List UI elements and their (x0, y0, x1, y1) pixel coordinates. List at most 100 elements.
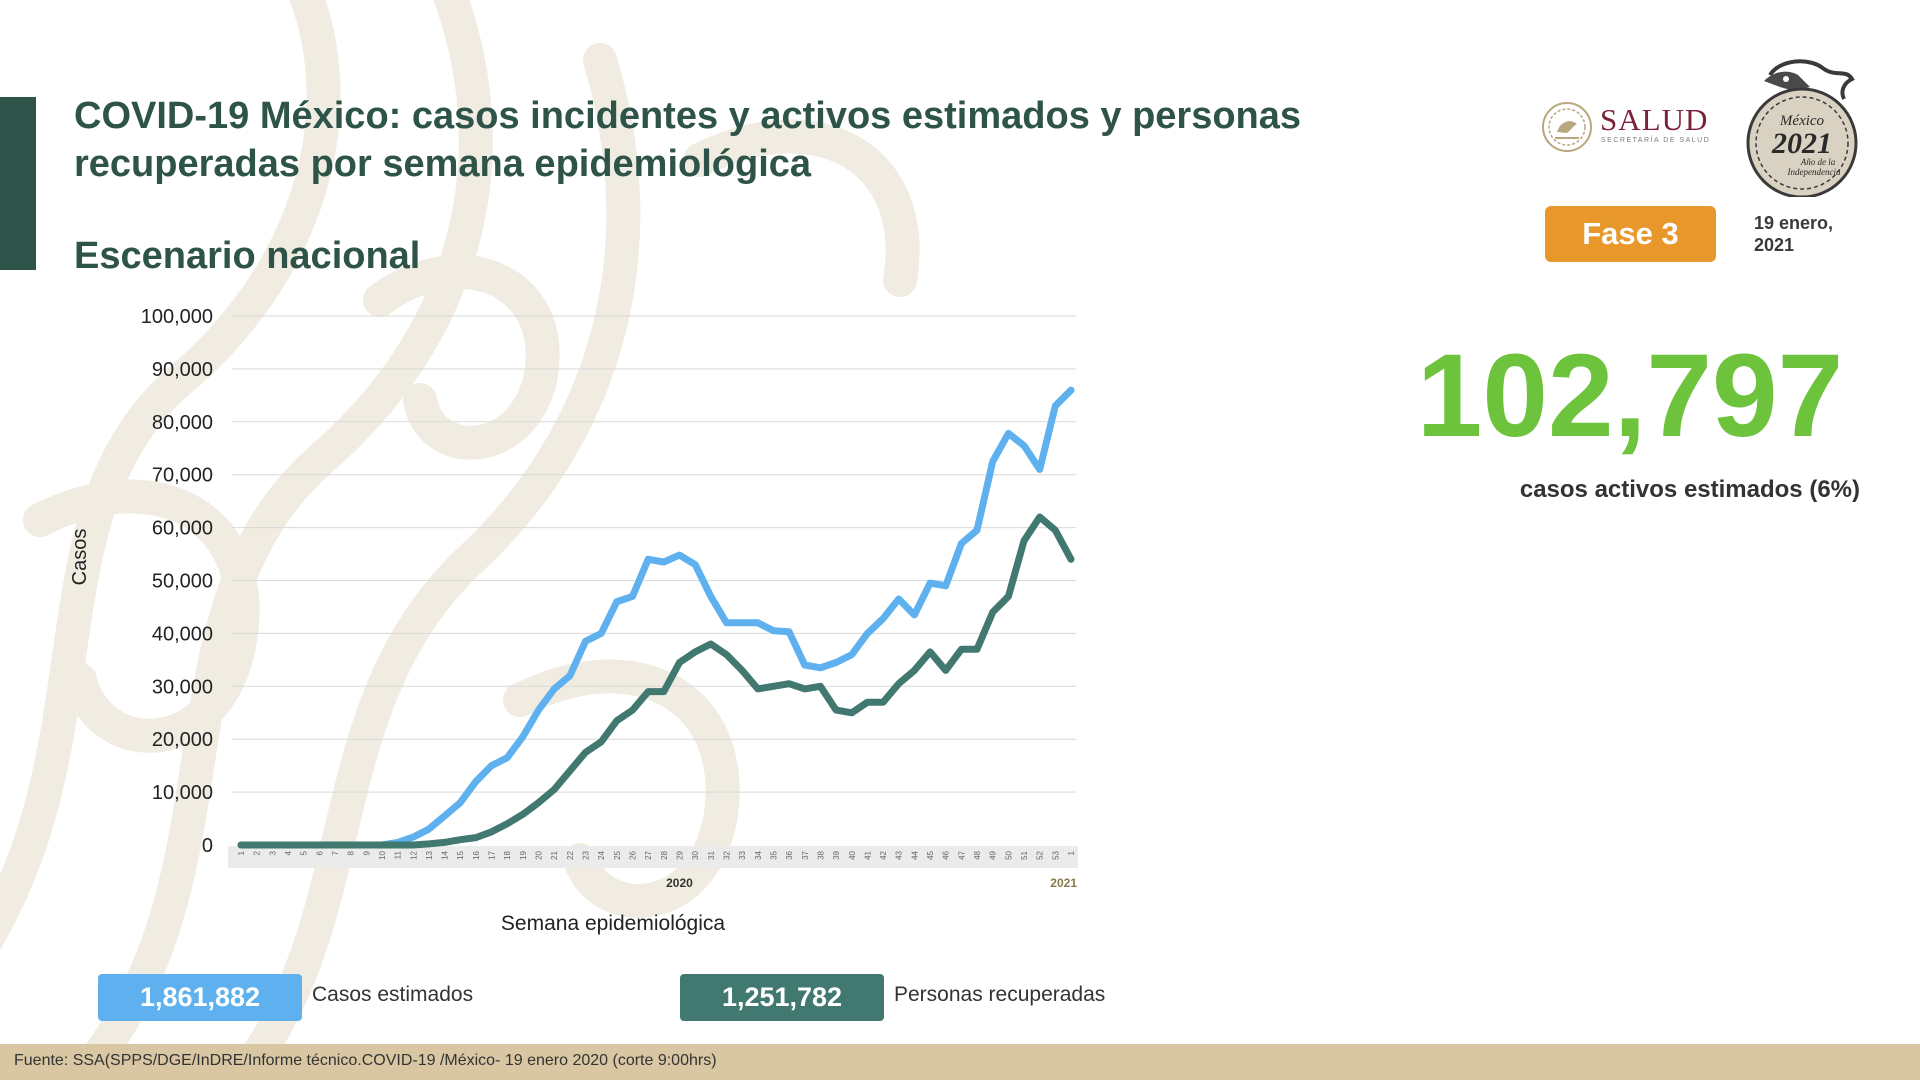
recovered-label: Personas recuperadas (894, 983, 1106, 1006)
x-tick-label: 5 (300, 850, 309, 855)
active-cases-label: casos activos estimados (6%) (1519, 476, 1860, 503)
x-tick-label: 29 (675, 850, 684, 859)
footer-bar: Fuente: SSA(SPPS/DGE/InDRE/Informe técni… (0, 1044, 1920, 1080)
chart-gridlines (232, 315, 1076, 793)
x-tick-label: 47 (957, 850, 966, 859)
x-tick-label: 4 (284, 850, 293, 855)
y-tick-label: 90,000 (152, 359, 213, 381)
x-axis-ticks: 1 2 3 4 5 6 7 8 9 10 11 12 13 14 15 16 17 18 19 20 21 22 23 24 2… (237, 850, 1076, 859)
chart-series (237, 386, 1075, 849)
x-tick-label: 32 (722, 850, 731, 859)
x-tick-label: 15 (456, 850, 465, 859)
x-year-label: 2020 (666, 876, 693, 890)
salud-wordmark: SALUD (1600, 102, 1709, 137)
y-tick-label: 40,000 (152, 623, 213, 645)
y-tick-label: 80,000 (152, 412, 213, 434)
x-tick-label: 50 (1004, 850, 1013, 859)
x-tick-label: 8 (347, 850, 356, 855)
x-tick-label: 48 (973, 850, 982, 859)
x-tick-label: 9 (362, 850, 371, 855)
y-tick-label: 30,000 (152, 676, 213, 698)
x-tick-label: 30 (691, 850, 700, 859)
y-tick-label: 10,000 (152, 782, 213, 804)
y-axis-label: Casos (69, 529, 91, 586)
emblem-text-year: 2021 (1771, 127, 1832, 160)
x-tick-label: 39 (832, 850, 841, 859)
accent-bar (0, 97, 36, 270)
x-tick-label: 3 (268, 850, 277, 855)
x-tick-label: 37 (801, 850, 810, 859)
x-axis-label: Semana epidemiológica (501, 912, 725, 935)
x-tick-label: 7 (331, 850, 340, 855)
x-tick-label: 28 (660, 850, 669, 859)
emblem-text-mexico: México (1779, 113, 1825, 129)
x-tick-label: 23 (582, 850, 591, 859)
page-title: COVID-19 México: casos incidentes y acti… (74, 95, 1302, 185)
estimated-cases-label: Casos estimados (312, 983, 474, 1006)
x-tick-label: 11 (394, 850, 403, 859)
x-tick-label: 25 (613, 850, 622, 859)
x-tick-label: 18 (503, 850, 512, 859)
report-date: 19 enero, 2021 (1754, 212, 1874, 256)
x-tick-label: 46 (942, 850, 951, 859)
report-date-line2: 2021 (1754, 235, 1795, 255)
x-tick-label: 43 (895, 850, 904, 859)
x-tick-label: 14 (441, 850, 450, 859)
x-tick-label: 38 (816, 850, 825, 859)
x-tick-label: 33 (738, 850, 747, 859)
x-tick-label: 26 (629, 850, 638, 859)
x-tick-label: 2 (253, 850, 262, 855)
x-tick-label: 49 (989, 850, 998, 859)
y-tick-label: 100,000 (141, 306, 213, 328)
x-tick-label: 52 (1036, 850, 1045, 859)
y-tick-label: 70,000 (152, 465, 213, 487)
report-date-line1: 19 enero, (1754, 213, 1834, 233)
x-tick-label: 31 (707, 850, 716, 859)
y-tick-label: 50,000 (152, 571, 213, 593)
phase-badge: Fase 3 (1545, 206, 1716, 262)
series-line (237, 386, 1075, 849)
active-cases-number: 102,797 (1416, 330, 1844, 462)
page-subtitle: Escenario nacional (74, 235, 421, 277)
series-line (237, 513, 1075, 849)
x-tick-label: 40 (848, 850, 857, 859)
x-tick-label: 41 (863, 850, 872, 859)
emblem-text-ano: Año de la (1800, 157, 1836, 167)
source-note: Fuente: SSA(SPPS/DGE/InDRE/Informe técni… (14, 1052, 717, 1069)
x-tick-label: 1 (1067, 850, 1076, 855)
x-tick-label: 12 (409, 850, 418, 859)
x-tick-label: 17 (488, 850, 497, 859)
x-tick-label: 6 (315, 850, 324, 855)
estimated-cases-pill: 1,861,882 (98, 974, 302, 1021)
salud-subtext: SECRETARÍA DE SALUD (1601, 137, 1711, 144)
emblem-text-independencia: Independencia (1787, 167, 1841, 177)
x-year-label: 2021 (1050, 876, 1077, 890)
x-tick-label: 22 (566, 850, 575, 859)
x-tick-label: 44 (910, 850, 919, 859)
x-tick-label: 19 (519, 850, 528, 859)
x-tick-label: 51 (1020, 850, 1029, 859)
x-tick-label: 45 (926, 850, 935, 859)
x-tick-label: 42 (879, 850, 888, 859)
x-tick-label: 13 (425, 850, 434, 859)
x-tick-label: 1 (237, 850, 246, 855)
x-tick-label: 10 (378, 850, 387, 859)
x-tick-label: 53 (1051, 850, 1060, 859)
y-tick-label: 60,000 (152, 518, 213, 540)
x-tick-label: 24 (597, 850, 606, 859)
mexico-2021-emblem: México 2021 Año de la Independencia (1746, 59, 1858, 197)
x-tick-label: 34 (754, 850, 763, 859)
national-seal-icon (1542, 102, 1592, 152)
recovered-pill: 1,251,782 (680, 974, 884, 1021)
cases-line-chart: 0 10,000 20,000 30,000 40,000 50,000 60,000 70,… (69, 306, 1078, 935)
x-tick-label: 21 (550, 850, 559, 859)
x-axis-band (228, 846, 1078, 868)
x-tick-label: 27 (644, 850, 653, 859)
x-tick-label: 36 (785, 850, 794, 859)
y-tick-label: 0 (202, 835, 213, 857)
x-tick-label: 16 (472, 850, 481, 859)
x-tick-label: 20 (535, 850, 544, 859)
y-axis-ticks: 0 10,000 20,000 30,000 40,000 50,000 60,000 70,… (141, 306, 213, 857)
x-axis-year-labels: 2020 2021 (666, 876, 1077, 890)
y-tick-label: 20,000 (152, 729, 213, 751)
